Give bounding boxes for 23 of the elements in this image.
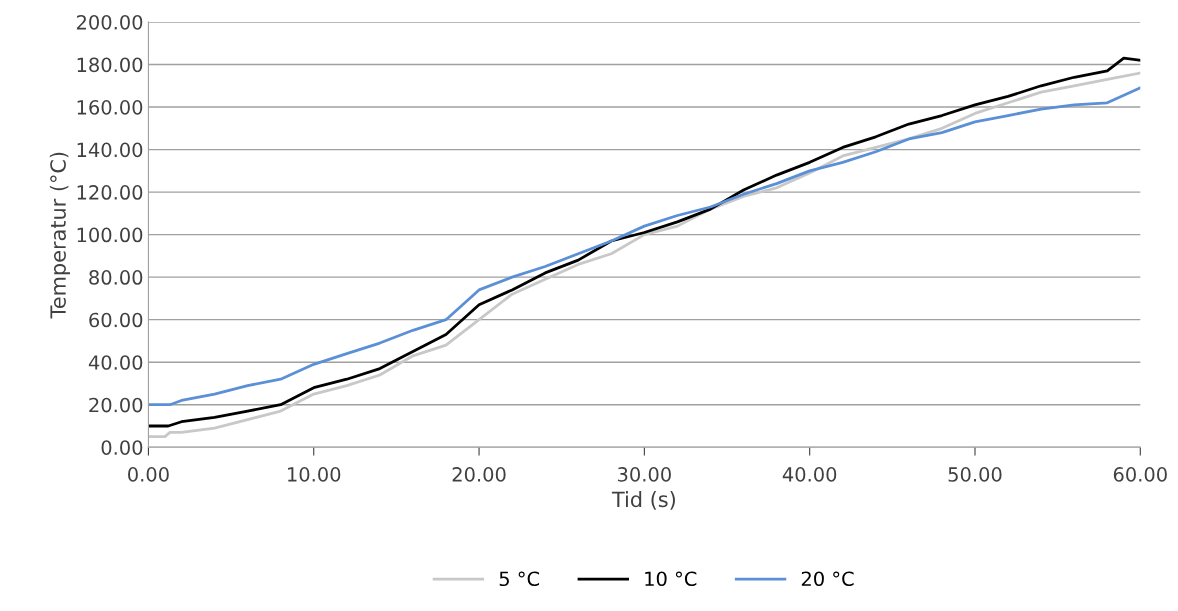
x-tick-label: 50.00 [948, 467, 1002, 482]
x-tick-label: 40.00 [782, 467, 837, 482]
y-tick-label: 120.00 [77, 185, 143, 200]
x-tick-label: 60.00 [1113, 467, 1167, 482]
x-axis-title: Tid (s) [611, 491, 675, 510]
y-tick-label: 100.00 [77, 227, 143, 243]
legend-label: 20 °C [801, 571, 854, 587]
y-tick-label: 80.00 [89, 270, 143, 285]
y-tick-label: 20.00 [89, 397, 143, 413]
x-tick-label: 0.00 [128, 467, 169, 482]
x-tick-label: 10.00 [288, 467, 341, 482]
legend-label: 10 °C [645, 571, 697, 587]
y-tick-label: 60.00 [89, 312, 143, 328]
y-tick-label: 0.00 [101, 440, 143, 455]
legend-label: 5 °C [499, 571, 540, 587]
x-tick-label: 20.00 [452, 467, 506, 482]
y-tick-label: 200.00 [76, 14, 143, 30]
y-tick-label: 160.00 [77, 100, 143, 115]
y-tick-label: 140.00 [77, 142, 143, 158]
y-axis-title: Temperatur (°C) [49, 152, 70, 319]
y-tick-label: 180.00 [77, 57, 143, 73]
x-tick-label: 30.00 [618, 467, 671, 482]
y-tick-label: 40.00 [88, 355, 143, 370]
